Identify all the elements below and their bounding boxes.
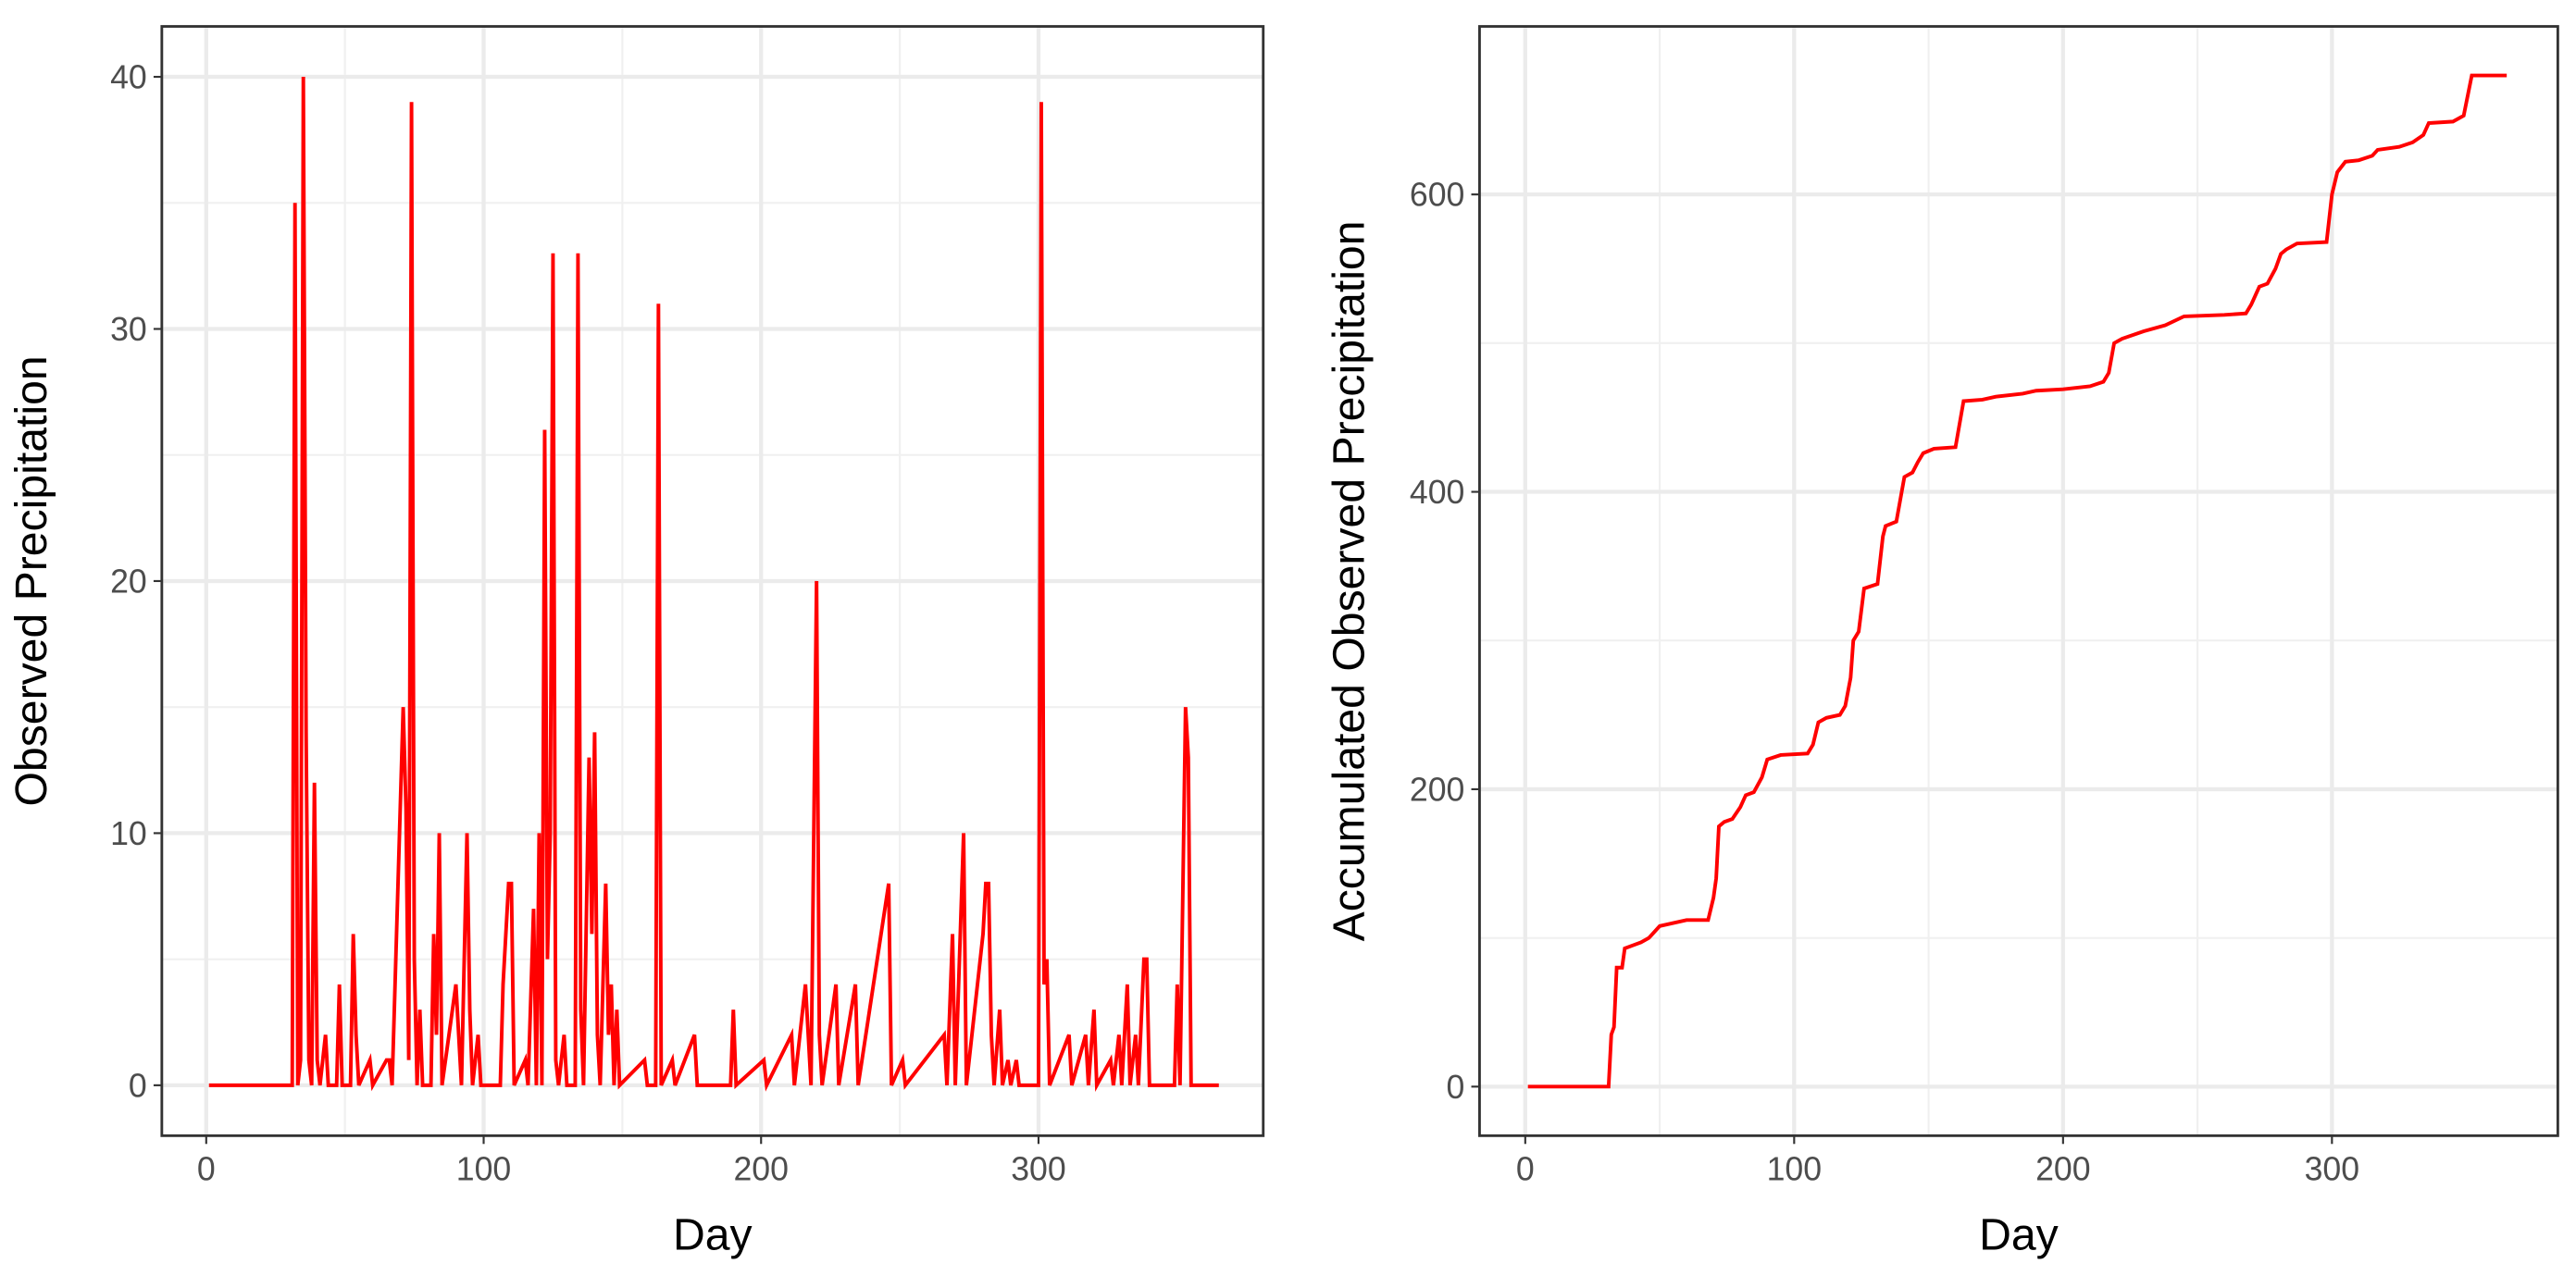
x-tick-label: 200	[2035, 1151, 2091, 1188]
x-tick-label: 300	[1011, 1151, 1066, 1188]
y-tick-label: 40	[110, 59, 147, 96]
y-axis-title: Observed Precipitation	[6, 355, 56, 806]
x-tick-label: 200	[733, 1151, 789, 1188]
plot-border	[1478, 25, 2559, 1137]
x-tick-label: 0	[1516, 1151, 1535, 1188]
plot-border	[160, 25, 1265, 1137]
x-tick-label: 0	[197, 1151, 216, 1188]
y-tick-label: 0	[1447, 1069, 1465, 1106]
y-axis-title: Accumulated Observed Precipitation	[1325, 220, 1375, 941]
y-tick-label: 20	[110, 563, 147, 600]
y-tick-label: 400	[1410, 474, 1465, 511]
y-tick-label: 600	[1410, 177, 1465, 214]
x-tick-label: 100	[456, 1151, 511, 1188]
y-tick-label: 10	[110, 815, 147, 852]
y-tick-label: 200	[1410, 771, 1465, 808]
y-tick-label: 30	[110, 311, 147, 348]
x-tick-label: 300	[2305, 1151, 2360, 1188]
x-axis-title: Day	[673, 1209, 753, 1259]
data-line	[1527, 73, 2508, 1089]
x-tick-label: 100	[1767, 1151, 1822, 1188]
y-tick-label: 0	[129, 1067, 147, 1104]
x-axis-title: Day	[1979, 1209, 2059, 1259]
data-line	[208, 77, 1219, 1093]
